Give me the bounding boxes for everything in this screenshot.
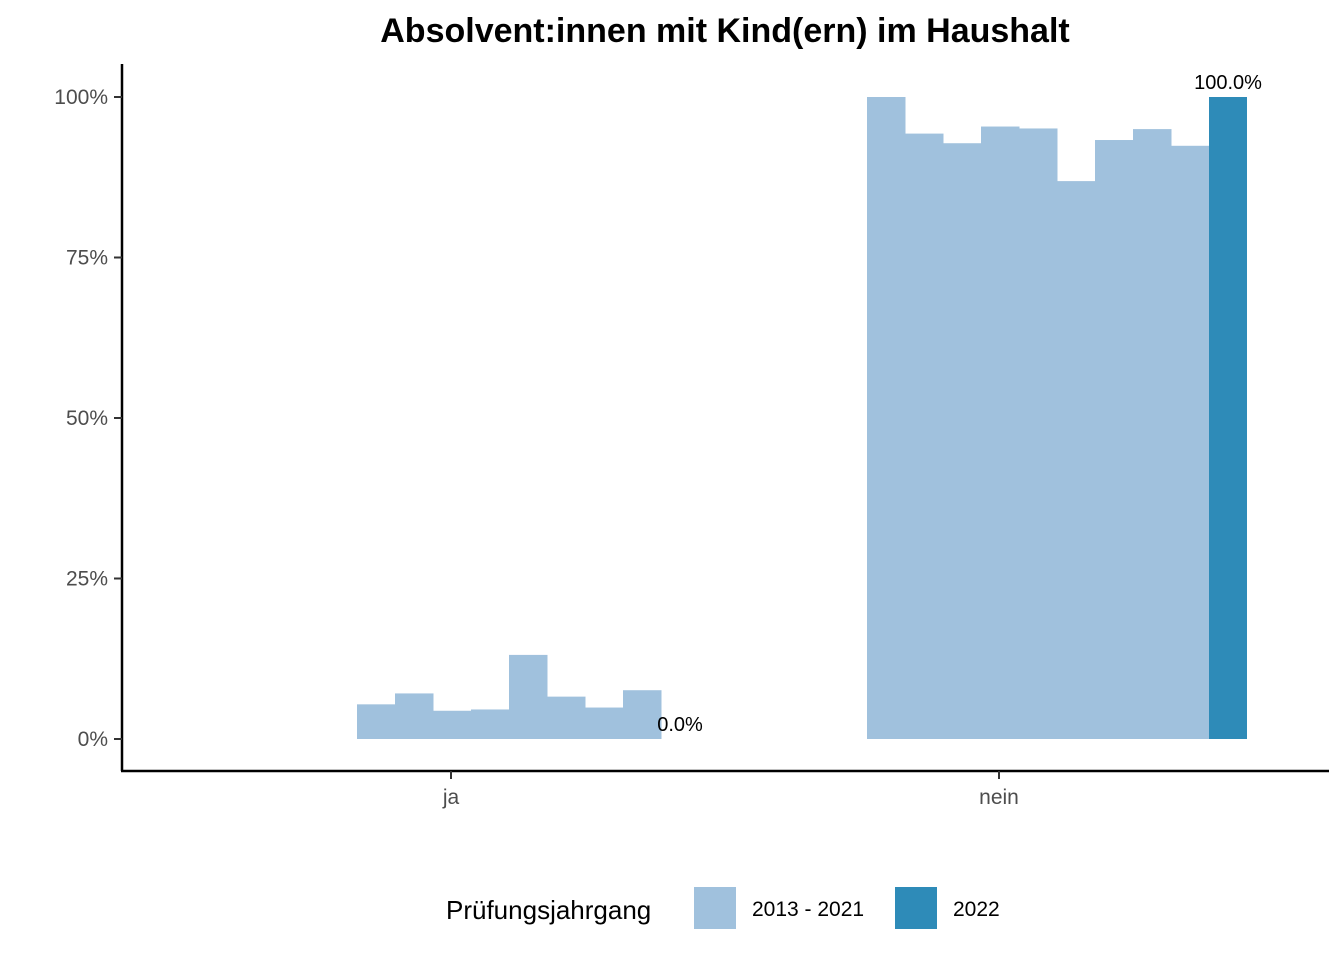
legend-swatch-2022 xyxy=(895,887,937,929)
bar-nein-historic-2 xyxy=(905,133,944,739)
x-tick-label-ja: ja xyxy=(442,786,460,809)
data-label-ja-2022: 0.0% xyxy=(657,714,703,736)
y-tick-label-25: 25% xyxy=(66,568,108,591)
bar-ja-historic-8 xyxy=(623,690,662,739)
y-tick-label-50: 50% xyxy=(66,407,108,430)
legend-label-2022: 2022 xyxy=(953,898,1000,921)
bar-ja-historic-2 xyxy=(395,693,434,739)
data-label-nein-2022: 100.0% xyxy=(1194,72,1262,94)
bar-nein-historic-6 xyxy=(1057,181,1096,740)
bar-nein-historic-5 xyxy=(1019,128,1058,739)
legend-label-2013-2021: 2013 - 2021 xyxy=(752,898,864,921)
y-axis: 0% 25% 50% 75% 100% xyxy=(54,86,122,751)
bar-nein-historic-3 xyxy=(943,143,982,739)
chart-title: Absolvent:innen mit Kind(ern) im Haushal… xyxy=(380,12,1069,50)
bar-ja-historic-5 xyxy=(509,654,548,739)
bar-ja-historic-7 xyxy=(585,707,624,739)
legend-title: Prüfungsjahrgang xyxy=(446,895,651,925)
bar-nein-historic-4 xyxy=(981,126,1020,740)
bars-layer xyxy=(357,97,1247,740)
data-labels-layer: 0.0% 100.0% xyxy=(657,72,1262,736)
y-tick-label-100: 100% xyxy=(54,86,108,109)
x-tick-label-nein: nein xyxy=(979,786,1019,809)
bar-nein-historic-7 xyxy=(1095,140,1134,739)
y-tick-label-75: 75% xyxy=(66,247,108,270)
bar-ja-historic-6 xyxy=(547,696,586,739)
x-axis: ja nein xyxy=(442,771,1019,809)
bar-nein-historic-8 xyxy=(1133,129,1172,740)
bar-nein-2022 xyxy=(1209,97,1247,739)
bar-ja-historic-4 xyxy=(471,709,510,739)
bar-nein-historic-9 xyxy=(1171,145,1210,740)
bar-ja-historic-3 xyxy=(433,710,472,739)
y-tick-label-0: 0% xyxy=(78,728,108,751)
legend-swatch-2013-2021 xyxy=(694,887,736,929)
bar-nein-historic-1 xyxy=(867,97,906,739)
bar-ja-historic-1 xyxy=(357,704,396,739)
legend: Prüfungsjahrgang 2013 - 2021 2022 xyxy=(446,887,1000,929)
